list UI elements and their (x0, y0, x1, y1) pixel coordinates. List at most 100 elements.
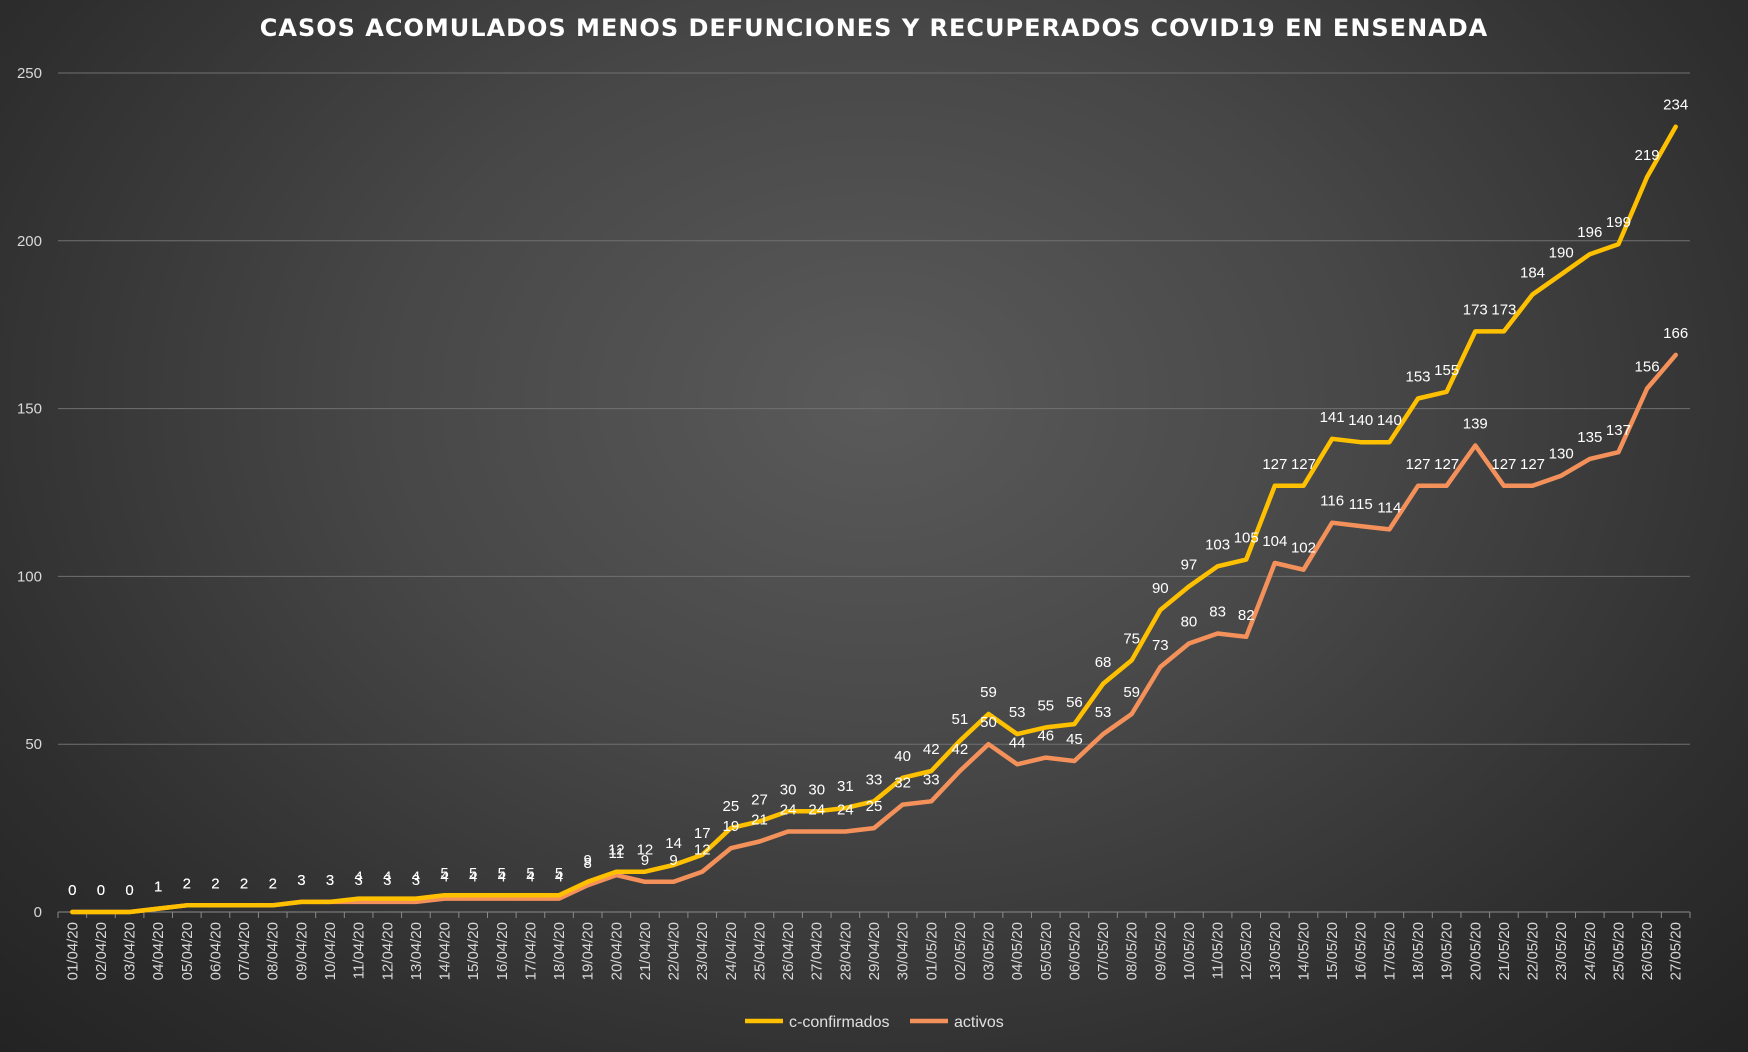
x-tick-label: 16/04/20 (494, 922, 511, 980)
x-tick-label: 11/05/20 (1210, 922, 1227, 979)
data-label: 24 (780, 801, 797, 818)
x-axis-ticks: 01/04/20 02/04/20 03/04/20 04/04/20 05/04/20… (57, 912, 1691, 980)
data-label: 127 (1405, 456, 1430, 473)
data-label: 19 (722, 818, 739, 835)
data-label: 4 (498, 869, 506, 886)
data-label: 21 (751, 812, 768, 829)
x-tick-label: 12/04/20 (379, 922, 396, 980)
data-label: 5 (555, 865, 563, 882)
data-label: 0 (68, 882, 76, 899)
y-tick-label: 0 (34, 904, 42, 921)
data-label: 2 (183, 875, 191, 892)
data-label: 11 (609, 845, 625, 862)
x-tick-label: 23/05/20 (1553, 922, 1570, 980)
data-label: 0 (97, 882, 105, 899)
x-tick-label: 13/04/20 (408, 922, 425, 980)
series-line-c-confirmados (70, 124, 1678, 915)
y-tick-label: 200 (17, 233, 42, 250)
data-label: 9 (669, 852, 677, 869)
x-tick-label: 30/04/20 (895, 922, 912, 980)
data-label: 139 (1463, 416, 1488, 433)
data-label: 166 (1663, 325, 1688, 342)
data-label: 3 (297, 872, 305, 889)
data-label: 17 (694, 825, 711, 842)
x-tick-label: 23/04/20 (694, 922, 711, 980)
data-label: 32 (894, 775, 911, 792)
data-label: 114 (1377, 499, 1401, 516)
x-tick-label: 28/04/20 (837, 922, 854, 980)
x-tick-label: 29/04/20 (866, 922, 883, 980)
data-label: 24 (837, 801, 854, 818)
data-label: 80 (1181, 614, 1198, 631)
data-label: 2 (269, 875, 277, 892)
x-tick-label: 10/05/20 (1181, 922, 1198, 980)
x-tick-label: 19/05/20 (1439, 922, 1456, 980)
x-tick-label: 17/05/20 (1381, 922, 1398, 980)
data-label: 2 (211, 875, 219, 892)
x-tick-label: 18/05/20 (1410, 922, 1427, 980)
x-tick-label: 10/04/20 (322, 922, 339, 980)
x-tick-label: 16/05/20 (1353, 922, 1370, 980)
x-tick-label: 04/05/20 (1009, 922, 1026, 980)
data-label: 4 (526, 869, 534, 886)
data-label: 127 (1491, 456, 1516, 473)
chart-title: CASOS ACOMULADOS MENOS DEFUNCIONES Y REC… (259, 14, 1489, 42)
data-label: 140 (1348, 412, 1373, 429)
data-label: 40 (894, 748, 911, 765)
data-label: 105 (1234, 530, 1259, 547)
data-label: 2 (240, 875, 248, 892)
data-label: 51 (952, 711, 969, 728)
data-label: 140 (1377, 412, 1402, 429)
x-tick-label: 07/05/20 (1095, 922, 1112, 980)
y-tick-label: 250 (17, 65, 42, 82)
data-label: 2 (211, 875, 219, 892)
data-label: 127 (1520, 456, 1545, 473)
data-label: 45 (1066, 731, 1083, 748)
data-label: 25 (866, 798, 883, 815)
data-label: 103 (1205, 536, 1230, 553)
x-tick-label: 25/04/20 (751, 922, 768, 980)
data-label: 12 (637, 842, 654, 859)
data-label: 104 (1262, 533, 1287, 550)
x-tick-label: 20/05/20 (1467, 922, 1484, 980)
x-tick-label: 27/04/20 (809, 922, 826, 980)
data-label: 55 (1037, 697, 1054, 714)
data-label: 199 (1606, 214, 1631, 231)
data-label: 50 (980, 714, 997, 731)
data-label: 3 (297, 872, 305, 889)
data-label: 27 (751, 791, 768, 808)
data-label: 82 (1238, 607, 1255, 624)
data-label: 3 (383, 872, 391, 889)
data-label: 130 (1549, 446, 1574, 463)
data-label: 0 (125, 882, 133, 899)
data-label: 219 (1635, 147, 1660, 164)
x-tick-label: 26/05/20 (1639, 922, 1656, 980)
x-tick-label: 01/05/20 (923, 922, 940, 980)
data-label: 30 (780, 781, 797, 798)
data-label: 97 (1181, 556, 1198, 573)
data-label: 137 (1606, 422, 1631, 439)
x-tick-label: 27/05/20 (1668, 922, 1685, 980)
data-label: 0 (68, 882, 76, 899)
x-tick-label: 11/04/20 (351, 922, 368, 979)
series-lines (70, 124, 1678, 915)
data-label: 153 (1405, 369, 1430, 386)
x-tick-label: 06/05/20 (1066, 922, 1083, 980)
x-tick-label: 15/05/20 (1324, 922, 1341, 980)
data-label: 184 (1520, 264, 1545, 281)
x-tick-label: 12/05/20 (1238, 922, 1255, 980)
data-label: 5 (469, 865, 477, 882)
data-label: 2 (183, 875, 191, 892)
data-label: 5 (526, 865, 534, 882)
legend-label-activos: activos (954, 1014, 1004, 1031)
data-label: 56 (1066, 694, 1083, 711)
data-label: 33 (923, 771, 940, 788)
data-label: 5 (440, 865, 448, 882)
x-tick-label: 14/04/20 (437, 922, 454, 980)
data-label: 4 (440, 869, 448, 886)
data-label: 1 (154, 879, 162, 896)
data-label: 155 (1434, 362, 1459, 379)
x-tick-label: 17/04/20 (522, 922, 539, 980)
x-tick-label: 22/04/20 (666, 922, 683, 980)
